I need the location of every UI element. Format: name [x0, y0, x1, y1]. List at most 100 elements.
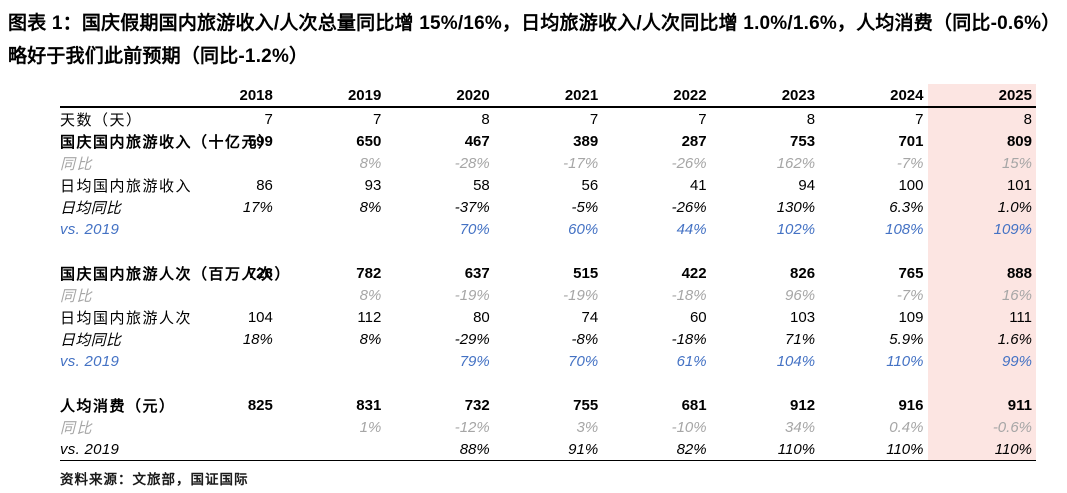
year-header-cell: 2018: [168, 84, 277, 109]
data-cell: 637: [464, 264, 490, 282]
row-label-cell: 国庆国内旅游收入（十亿元）: [60, 133, 275, 151]
data-cell: 826: [790, 264, 816, 282]
data-cell: 71%: [785, 330, 816, 348]
data-cell: 86: [256, 176, 273, 194]
data-cell: [602, 372, 710, 394]
data-cell: 100: [898, 176, 924, 194]
data-cell: 7: [372, 110, 382, 128]
data-cell: 93: [364, 176, 382, 194]
data-cell: 110%: [819, 438, 928, 462]
data-cell: -0.6%: [927, 416, 1036, 439]
row-label-cell: 国庆国内旅游人次（百万人次）: [60, 265, 292, 283]
data-cell: 109: [898, 308, 924, 326]
table-row: vs. 2019 88% 91% 82% 110% 110% 110%: [60, 438, 1036, 462]
row-label-cell: 日均国内旅游人次: [60, 309, 193, 327]
row-label-cell: 人均消费（元）: [60, 397, 176, 415]
table-row: 日均国内旅游收入 86 93 58 56 41 94 100 101: [60, 174, 1036, 197]
data-cell: -7%: [896, 286, 924, 304]
table-row: 国庆国内旅游收入（十亿元） 599 650 467 389 287 753 701 809: [60, 130, 1036, 153]
data-cell: 755: [573, 396, 599, 414]
data-cell: 7: [264, 110, 273, 128]
table-body: 天数（天） 7 7 8 7 7 8 7 8 国庆国内旅游收入（十亿元） 599 650 467 389 28…: [60, 107, 1036, 462]
data-cell: 60%: [568, 220, 599, 238]
row-label-cell: 日均同比: [60, 199, 122, 217]
data-cell: 130%: [776, 198, 816, 216]
data-cell: 96%: [785, 286, 816, 304]
data-cell: 60: [689, 308, 707, 326]
year-header-cell: 2021: [493, 84, 603, 109]
data-cell: 109%: [927, 218, 1036, 241]
year-header-cell: 2022: [602, 84, 711, 109]
data-cell: 732: [464, 396, 490, 414]
data-cell: 6.3%: [889, 198, 924, 216]
row-label-cell: vs. 2019: [60, 438, 169, 462]
data-cell: 80: [473, 308, 490, 326]
data-cell: [168, 350, 276, 372]
row-label-cell: vs. 2019: [60, 220, 120, 238]
data-cell: 765: [898, 264, 924, 282]
data-cell: 3%: [576, 418, 599, 436]
data-cell: 82%: [602, 438, 711, 462]
data-cell: 99%: [927, 350, 1036, 373]
data-cell: 916: [898, 396, 924, 414]
data-cell: -19%: [454, 286, 490, 304]
data-cell: 17%: [242, 198, 273, 216]
data-cell: 681: [681, 396, 707, 414]
data-cell: [168, 416, 276, 438]
row-label-cell: 同比: [60, 419, 94, 437]
data-cell: [277, 372, 385, 394]
data-cell: [385, 372, 493, 394]
row-label-cell: [60, 240, 168, 262]
table-row: 天数（天） 7 7 8 7 7 8 7 8: [60, 107, 1036, 131]
row-label-cell: vs. 2019: [60, 352, 120, 370]
data-cell: 782: [356, 264, 382, 282]
data-cell: 8%: [359, 198, 382, 216]
table-header: 2018 2019 2020 2021 2022 2023 2024 2025: [60, 84, 1036, 109]
data-cell: -10%: [671, 418, 707, 436]
table-row: vs. 2019 70% 60% 44% 102% 108% 109%: [60, 218, 1036, 241]
data-cell: [277, 218, 385, 240]
data-cell: 101: [927, 174, 1036, 197]
data-cell: 825: [247, 396, 273, 414]
data-cell: 112: [357, 308, 382, 326]
year-header-cell: 2019: [276, 84, 386, 109]
row-label-cell: 同比: [60, 155, 94, 173]
data-cell: 70%: [459, 220, 490, 238]
table-row: 日均同比 17% 8% -37% -5% -26% 130% 6.3% 1.0%: [60, 196, 1036, 219]
table-row: 日均同比 18% 8% -29% -8% -18% 71% 5.9% 1.6%: [60, 328, 1036, 351]
figure-title: 图表 1：国庆假期国内旅游收入/人次总量同比增 15%/16%，日均旅游收入/人…: [8, 13, 1051, 67]
year-header-cell: 2025: [927, 84, 1036, 109]
data-cell: 79%: [459, 352, 490, 370]
data-cell: -17%: [563, 154, 599, 172]
data-cell: 110%: [927, 438, 1036, 462]
data-cell: [494, 372, 602, 394]
table-row: 日均国内旅游人次 104 112 80 74 60 103 109 111: [60, 306, 1036, 329]
data-cell: [277, 350, 385, 372]
data-cell: 41: [689, 176, 707, 194]
data-cell: 8%: [359, 154, 382, 172]
data-cell: [711, 372, 819, 394]
data-cell: 91%: [493, 438, 603, 462]
data-cell: 467: [464, 132, 490, 150]
data-cell: 94: [798, 176, 816, 194]
data-cell: 8: [481, 110, 490, 128]
data-cell: 389: [573, 132, 599, 150]
data-cell: 831: [356, 396, 382, 414]
data-cell: [819, 372, 927, 394]
data-cell: [277, 240, 385, 262]
data-cell: -12%: [454, 418, 490, 436]
data-cell: [927, 240, 1036, 263]
data-cell: 104%: [776, 352, 816, 370]
data-cell: 111: [927, 306, 1036, 329]
spacer-row: [60, 372, 1036, 395]
data-cell: 0.4%: [889, 418, 924, 436]
data-cell: 8%: [359, 286, 382, 304]
data-cell: 104: [247, 308, 273, 326]
data-cell: [494, 240, 602, 262]
data-cell: 1.0%: [927, 196, 1036, 219]
data-cell: 8: [806, 110, 816, 128]
data-cell: -19%: [563, 286, 599, 304]
data-cell: 753: [790, 132, 816, 150]
data-cell: 61%: [676, 352, 707, 370]
